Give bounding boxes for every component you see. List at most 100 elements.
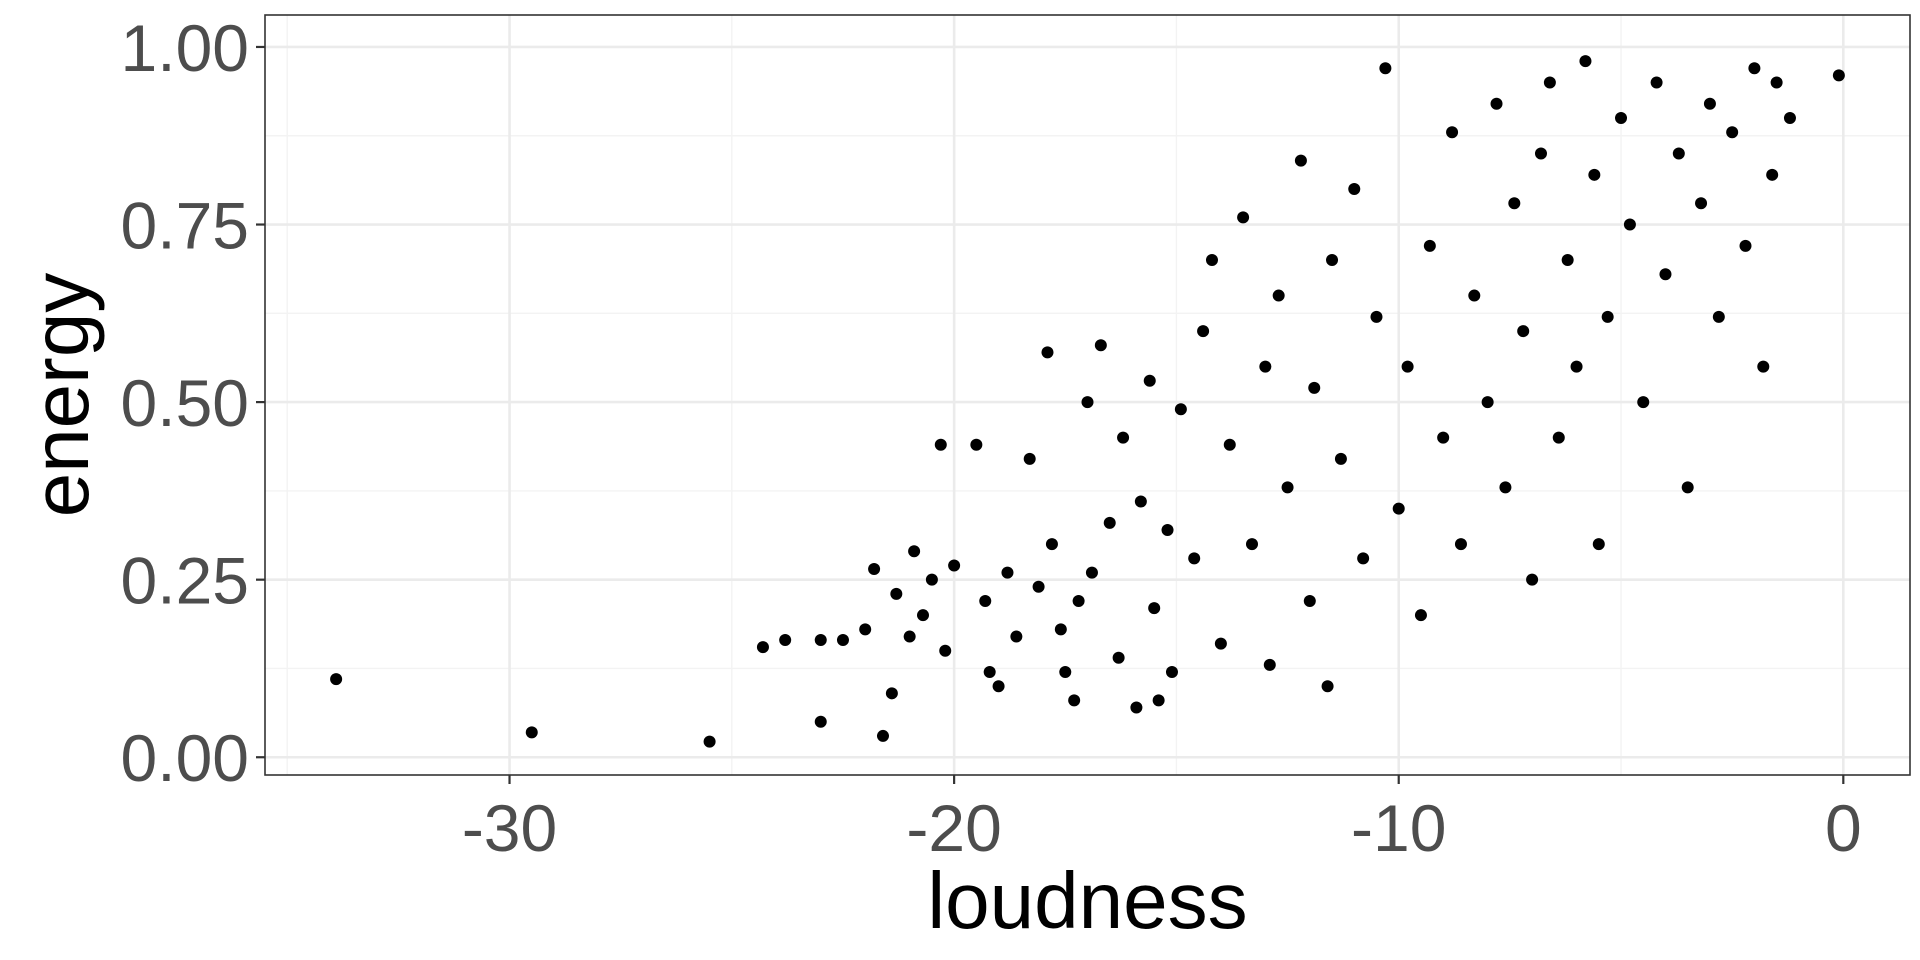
data-point (1054, 623, 1067, 636)
data-point (1148, 602, 1161, 615)
data-point (1143, 374, 1156, 387)
data-point (1112, 651, 1125, 664)
data-point (1561, 254, 1574, 267)
data-point (1308, 381, 1321, 394)
data-point (939, 644, 952, 657)
data-point (1348, 183, 1361, 196)
data-point (1783, 111, 1796, 124)
y-tick-label: 0.50 (121, 366, 249, 440)
data-point (885, 687, 898, 700)
y-axis-ticks: 0.00 0.25 0.50 0.75 1.00 (121, 11, 265, 795)
data-point (1579, 55, 1592, 68)
data-point (1117, 431, 1130, 444)
data-point (1832, 69, 1845, 82)
data-point (1592, 538, 1605, 551)
data-point (1001, 566, 1014, 579)
data-point (1303, 594, 1316, 607)
y-tick-label: 0.75 (121, 189, 249, 263)
data-point (1703, 97, 1716, 110)
data-point (859, 623, 872, 636)
data-point (1517, 325, 1530, 338)
data-point (1059, 666, 1072, 679)
data-point (934, 438, 947, 451)
data-point (1357, 552, 1370, 565)
data-point (1085, 566, 1098, 579)
data-point (525, 726, 538, 739)
data-point (1370, 310, 1383, 323)
data-point (868, 563, 881, 576)
data-point (1246, 538, 1258, 551)
y-tick-label: 0.25 (121, 544, 249, 618)
data-point (1130, 701, 1143, 714)
data-point (1334, 452, 1347, 465)
x-tick-label: -10 (1351, 791, 1446, 865)
data-point (1623, 218, 1636, 231)
data-point (1423, 239, 1436, 252)
data-point (1637, 396, 1650, 409)
data-point (1695, 197, 1708, 210)
data-point (1601, 310, 1614, 323)
data-point (1379, 62, 1392, 75)
data-point (1552, 431, 1565, 444)
data-point (1588, 168, 1601, 181)
y-axis-title: energy (16, 273, 105, 518)
x-tick-label: -30 (462, 791, 557, 865)
data-point (1259, 360, 1272, 373)
data-point (1437, 431, 1450, 444)
data-point (1650, 76, 1663, 89)
data-point (703, 735, 716, 748)
data-point (779, 634, 792, 647)
data-point (890, 587, 903, 600)
data-point (1757, 360, 1770, 373)
data-point (1659, 268, 1672, 281)
data-point (1446, 126, 1459, 139)
data-point (330, 673, 343, 686)
data-point (1481, 396, 1494, 409)
x-axis-ticks: -30 -20 -10 0 (462, 775, 1862, 865)
data-point (1072, 594, 1085, 607)
data-point (1672, 147, 1685, 160)
data-point (1068, 694, 1081, 707)
data-point (1401, 360, 1414, 373)
data-point (814, 634, 827, 647)
minor-gridlines (265, 15, 1910, 775)
data-point (1321, 680, 1334, 693)
data-point (1392, 502, 1405, 515)
data-points (330, 55, 1845, 748)
data-point (756, 641, 769, 654)
data-point (1508, 197, 1521, 210)
data-point (836, 634, 849, 647)
data-point (1454, 538, 1467, 551)
data-point (1499, 481, 1512, 494)
data-point (1152, 694, 1165, 707)
data-point (1165, 666, 1178, 679)
plot-panel-border (264, 14, 1911, 776)
data-point (814, 715, 827, 728)
data-point (1103, 516, 1116, 529)
data-point (925, 573, 938, 586)
data-point (1032, 580, 1045, 593)
data-point (1188, 552, 1201, 565)
data-point (1214, 637, 1227, 650)
data-point (1134, 495, 1147, 508)
data-point (1094, 339, 1107, 352)
data-point (1726, 126, 1739, 139)
data-point (1615, 111, 1628, 124)
data-point (1174, 403, 1187, 416)
data-point (992, 680, 1005, 693)
data-point (1766, 168, 1779, 181)
data-point (1281, 481, 1294, 494)
data-point (1205, 254, 1218, 267)
data-point (876, 729, 889, 742)
data-point (1490, 97, 1503, 110)
data-point (1272, 289, 1285, 302)
data-point (1023, 452, 1036, 465)
data-point (1414, 609, 1427, 622)
data-point (1081, 396, 1094, 409)
data-point (1543, 76, 1556, 89)
data-point (1526, 573, 1539, 586)
y-tick-label: 0.00 (121, 721, 249, 795)
data-point (983, 666, 996, 679)
